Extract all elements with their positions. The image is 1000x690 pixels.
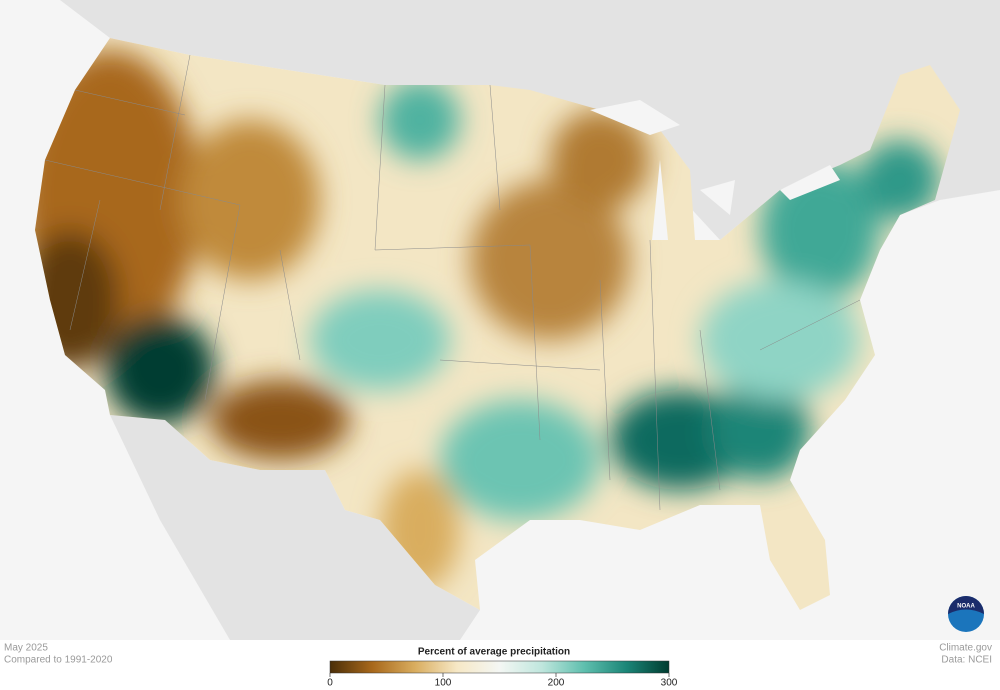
color-bar — [329, 660, 670, 674]
date: May 2025 — [4, 643, 48, 654]
canada — [60, 0, 1000, 240]
logo-text: NOAA — [957, 604, 975, 610]
tick-label: 200 — [548, 678, 565, 689]
tick-label: 300 — [661, 678, 678, 689]
baseline: Compared to 1991-2020 — [4, 655, 113, 666]
site: Climate.gov — [939, 643, 992, 654]
tick-label: 100 — [435, 678, 452, 689]
source: Data: NCEI — [941, 655, 992, 666]
state-borders — [44, 54, 861, 511]
tick-label: 0 — [327, 678, 333, 689]
legend-title: Percent of average precipitation — [418, 647, 570, 658]
noaa-logo: NOAA — [948, 596, 984, 632]
legend-ticks: 0 100 200 300 — [327, 673, 678, 689]
mexico — [110, 415, 480, 640]
great-lakes — [590, 100, 840, 240]
logo-top — [948, 596, 984, 614]
